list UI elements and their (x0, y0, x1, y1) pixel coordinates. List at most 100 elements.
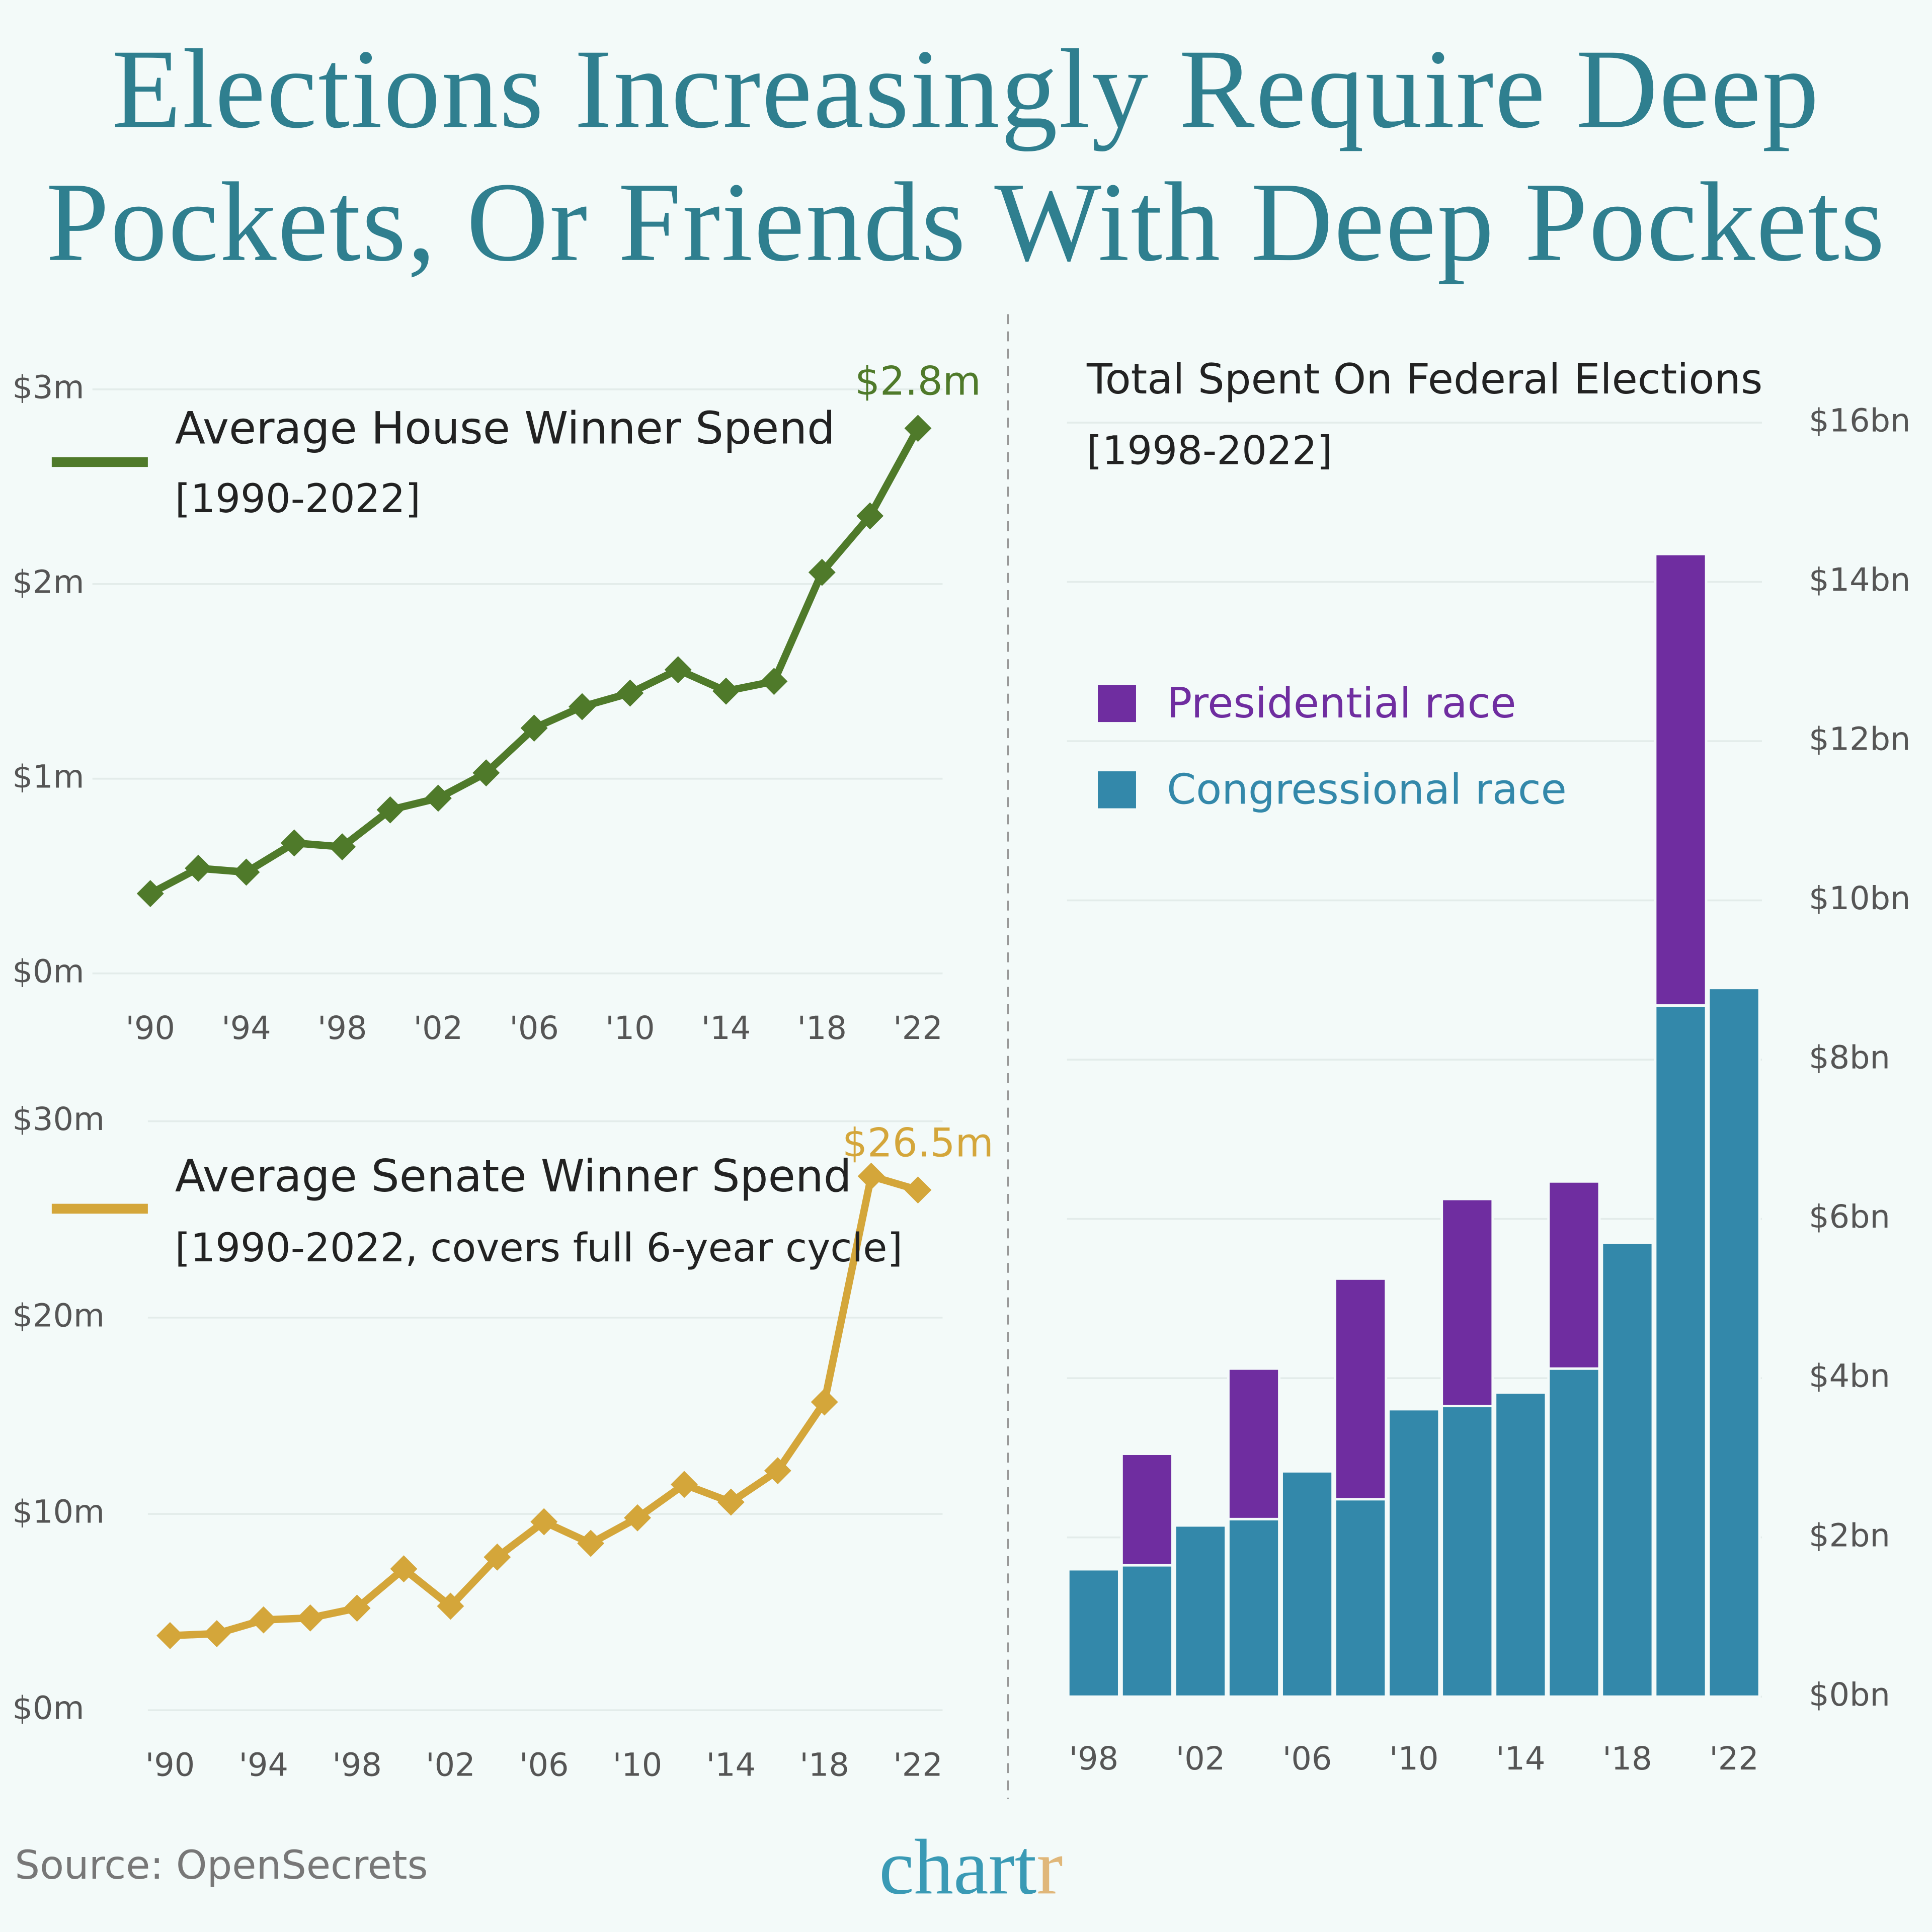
x-tick-label: '98 (317, 1010, 367, 1047)
x-tick-label: '02 (414, 1010, 463, 1047)
point (904, 1176, 932, 1204)
point (250, 1606, 277, 1634)
x-tick-label: '14 (706, 1746, 756, 1784)
legend-label: Presidential race (1167, 679, 1516, 728)
x-tick-label: '18 (797, 1010, 847, 1047)
x-tick-label: '94 (239, 1746, 289, 1784)
source: Source: OpenSecrets (15, 1842, 428, 1888)
point (329, 833, 356, 861)
x-tick-label: '90 (145, 1746, 195, 1784)
x-tick-label: '18 (799, 1746, 849, 1784)
point (136, 880, 164, 907)
value-label: $2.8m (855, 359, 981, 405)
x-tick-label: '02 (426, 1746, 475, 1784)
x-tick-label: '98 (332, 1746, 382, 1784)
point (717, 1488, 745, 1516)
bar (1387, 1408, 1441, 1698)
x-tick-label: '22 (893, 1010, 943, 1047)
point (857, 1162, 885, 1190)
x-tick-label: '14 (701, 1010, 751, 1047)
y-tick-label: $4bn (1809, 1358, 1890, 1395)
bar (1334, 1277, 1388, 1501)
x-tick-label: '94 (221, 1010, 271, 1047)
x-tick-label: '10 (613, 1746, 662, 1784)
chart-title: Total Spent On Federal Elections (1086, 355, 1762, 404)
y-tick-label: $10m (12, 1494, 105, 1531)
value-label: $26.5m (842, 1120, 994, 1166)
legend-swatch (1098, 771, 1136, 809)
x-tick-label: '90 (126, 1010, 176, 1047)
bar (1334, 1498, 1388, 1698)
chart-subtitle: [1990-2022, covers full 6-year cycle] (175, 1225, 903, 1271)
y-tick-label: $14bn (1809, 561, 1910, 599)
x-tick-label: '06 (1282, 1740, 1332, 1778)
y-tick-label: $8bn (1809, 1039, 1890, 1077)
y-tick-label: $0bn (1809, 1676, 1890, 1714)
point (156, 1622, 184, 1649)
bar (1547, 1367, 1601, 1698)
point (664, 656, 692, 684)
point (296, 1604, 324, 1632)
legend-label: Average House Winner Spend (175, 403, 835, 454)
logo-main: chart (879, 1823, 1036, 1910)
y-tick-label: $0m (12, 953, 84, 990)
bar (1440, 1405, 1494, 1698)
x-tick-label: '06 (519, 1746, 569, 1784)
y-tick-label: $16bn (1809, 403, 1910, 440)
point (530, 1508, 558, 1536)
point (376, 796, 404, 824)
bar (1120, 1564, 1174, 1698)
legend-swatch (1098, 685, 1136, 722)
y-tick-label: $2m (12, 564, 84, 601)
chart-subtitle: [1998-2022] (1087, 428, 1332, 474)
x-tick-label: '18 (1602, 1740, 1652, 1778)
y-tick-label: $6bn (1809, 1198, 1890, 1236)
point (760, 668, 788, 695)
legend-label: Congressional race (1167, 765, 1567, 814)
point (712, 677, 740, 705)
logo-accent: r (1036, 1823, 1063, 1910)
bar (1654, 552, 1708, 1007)
bar (1067, 1568, 1120, 1698)
bar (1654, 1004, 1708, 1698)
bar (1440, 1197, 1494, 1408)
y-tick-label: $30m (12, 1101, 105, 1138)
point (671, 1471, 698, 1498)
point (577, 1530, 605, 1557)
point (437, 1592, 464, 1620)
y-tick-label: $12bn (1809, 721, 1910, 758)
y-tick-label: $20m (12, 1297, 105, 1334)
logo: chartr (879, 1823, 1063, 1910)
point (616, 679, 644, 707)
y-tick-label: $0m (12, 1690, 84, 1727)
point (904, 415, 932, 442)
bar (1600, 1241, 1654, 1698)
point (185, 854, 212, 882)
bar (1173, 1524, 1227, 1698)
legend-label: Average Senate Winner Spend (175, 1150, 852, 1202)
point (569, 693, 596, 720)
x-tick-label: '22 (893, 1746, 943, 1784)
point (484, 1543, 511, 1571)
bar (1494, 1391, 1548, 1698)
point (203, 1620, 230, 1647)
point (424, 784, 452, 812)
x-tick-label: '10 (1389, 1740, 1439, 1778)
y-tick-label: $2bn (1809, 1517, 1890, 1554)
bar (1547, 1180, 1601, 1370)
x-tick-label: '22 (1709, 1740, 1759, 1778)
bar (1280, 1470, 1334, 1698)
x-tick-label: '98 (1069, 1740, 1119, 1778)
bar (1227, 1367, 1281, 1520)
bar (1227, 1517, 1281, 1698)
x-tick-label: '10 (605, 1010, 655, 1047)
page-title: Elections Increasingly Require Deep Pock… (46, 26, 1886, 285)
y-tick-label: $1m (12, 758, 84, 795)
point (390, 1555, 418, 1583)
x-tick-label: '14 (1496, 1740, 1546, 1778)
x-tick-label: '06 (509, 1010, 559, 1047)
bar (1707, 987, 1761, 1698)
bar (1120, 1453, 1174, 1567)
